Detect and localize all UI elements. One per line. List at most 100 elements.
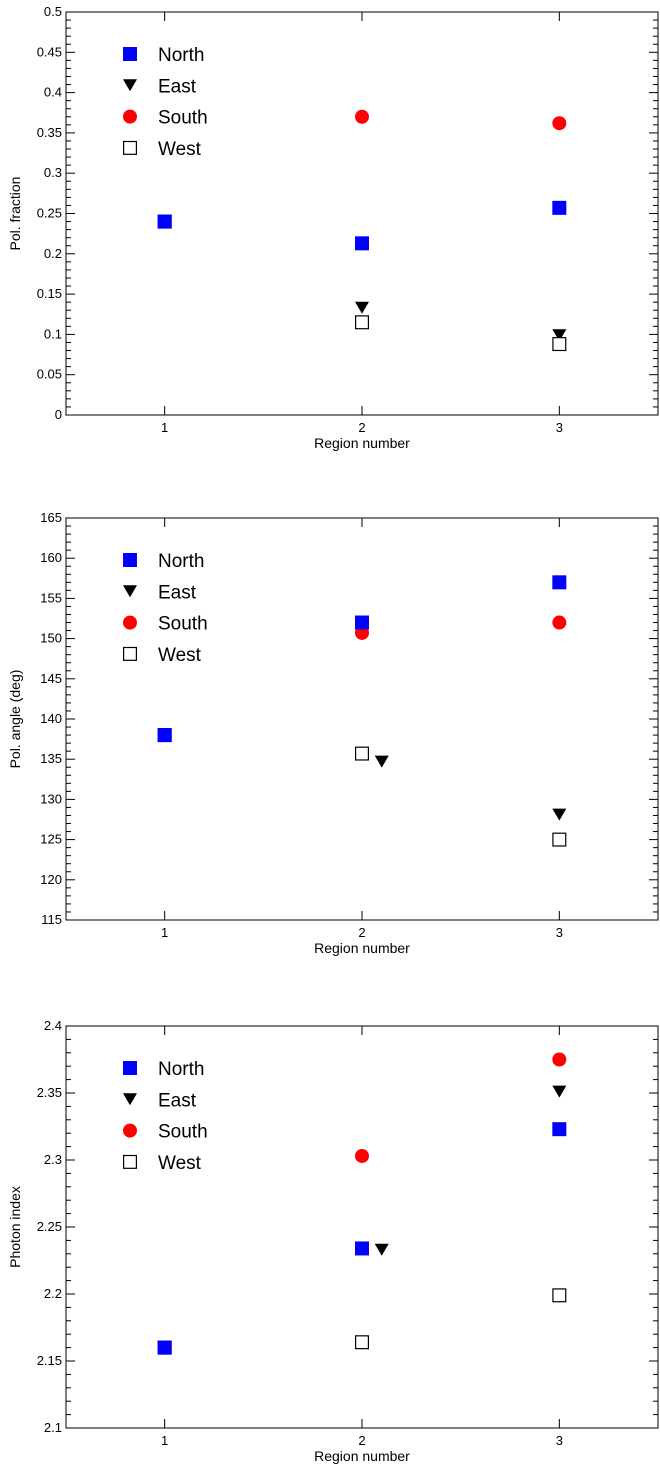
legend-label: West (158, 1153, 202, 1174)
y-tick-label: 0.15 (37, 286, 62, 301)
legend-item-north: North (123, 45, 204, 66)
legend-marker-north (123, 553, 137, 567)
y-tick-label: 155 (40, 590, 62, 605)
data-point-east-2 (355, 301, 369, 314)
y-tick-label: 125 (40, 832, 62, 847)
y-tick-label: 2.2 (44, 1286, 62, 1301)
x-tick-label: 2 (358, 1433, 365, 1448)
data-point-north-2 (355, 615, 369, 630)
y-tick-label: 2.3 (44, 1152, 62, 1167)
y-tick-label: 115 (41, 912, 62, 927)
x-tick-label: 3 (556, 420, 563, 435)
y-tick-label: 130 (40, 791, 62, 806)
legend-item-west: West (122, 645, 202, 666)
legend-item-east: East (123, 582, 197, 603)
data-point-north-1 (157, 214, 172, 229)
data-point-west-3 (552, 832, 567, 847)
y-tick-label: 2.35 (37, 1085, 62, 1100)
x-axis-title: Region number (314, 1448, 410, 1464)
x-tick-label: 2 (358, 925, 365, 940)
data-point-west-2 (355, 315, 370, 330)
data-point-east-2 (374, 755, 389, 768)
y-axis-title: Pol. fraction (7, 177, 23, 251)
x-tick-label: 3 (556, 1433, 563, 1448)
x-tick-label: 1 (161, 925, 168, 940)
data-point-east-3 (552, 808, 567, 821)
x-tick-label: 2 (358, 420, 365, 435)
legend-label: South (158, 1122, 208, 1143)
legend-item-east: East (123, 1090, 197, 1111)
y-tick-label: 0.25 (37, 206, 62, 221)
x-tick-label: 1 (161, 420, 168, 435)
legend-marker-south (123, 109, 137, 124)
data-point-north-3 (552, 200, 567, 215)
x-axis-title: Region number (314, 435, 410, 451)
chart-panel-2: 115 120 125 130 135 140 145 150 155 160 165 1 2 3 Regi… (7, 510, 659, 956)
legend-marker-west (122, 140, 137, 155)
data-point-north-3 (552, 1122, 567, 1137)
legend-marker-south (123, 1123, 137, 1138)
data-points (157, 109, 567, 352)
legend: North East South West (122, 45, 208, 160)
legend-item-north: North (123, 1059, 204, 1080)
legend-label: North (158, 1059, 204, 1080)
legend-item-south: South (123, 1122, 208, 1143)
y-tick-label: 0.45 (37, 44, 62, 59)
y-axis-title: Pol. angle (deg) (7, 670, 23, 769)
legend-label: North (158, 45, 204, 66)
data-point-north-1 (157, 728, 172, 743)
x-tick-label: 1 (161, 1433, 168, 1448)
legend-marker-west (122, 1154, 137, 1169)
y-tick-label: 0.1 (44, 326, 62, 341)
legend-label: West (158, 139, 202, 160)
data-point-east-3 (552, 1085, 567, 1098)
y-tick-label: 2.25 (37, 1219, 62, 1234)
plot-frame (65, 1025, 659, 1429)
y-tick-label: 0.2 (44, 246, 62, 261)
data-point-south-3 (552, 615, 567, 630)
data-points (157, 1052, 567, 1355)
y-tick-label: 2.15 (37, 1353, 62, 1368)
y-tick-label: 0.4 (44, 85, 62, 100)
legend-item-west: West (122, 139, 202, 160)
plot-frame (65, 11, 659, 416)
legend-label: South (158, 108, 208, 129)
y-tick-label: 145 (40, 671, 62, 686)
data-point-north-2 (355, 236, 369, 251)
legend-label: East (158, 1090, 197, 1111)
y-tick-label: 120 (40, 872, 62, 887)
legend-item-south: South (123, 614, 208, 635)
data-point-north-1 (157, 1340, 172, 1355)
legend-label: North (158, 551, 204, 572)
legend-marker-north (123, 1061, 137, 1075)
y-tick-label: 0.05 (37, 367, 62, 382)
y-tick-label: 0.5 (44, 4, 62, 19)
data-point-west-3 (552, 1288, 567, 1303)
y-tick-label: 0 (55, 407, 62, 422)
y-tick-label: 0.35 (37, 125, 62, 140)
data-point-west-3 (552, 337, 567, 352)
legend-marker-north (123, 47, 137, 61)
x-tick-label: 3 (556, 925, 563, 940)
legend: North East South West (122, 551, 208, 666)
y-tick-label: 140 (40, 711, 62, 726)
data-point-west-2 (355, 1335, 370, 1350)
data-point-south-2 (355, 109, 369, 124)
data-points (157, 575, 567, 847)
data-point-north-2 (355, 1241, 369, 1256)
legend-item-north: North (123, 551, 204, 572)
y-tick-label: 2.1 (44, 1420, 62, 1435)
legend-label: East (158, 582, 197, 603)
plot-frame (65, 517, 659, 921)
data-point-west-2 (355, 746, 370, 761)
data-point-east-2 (374, 1243, 389, 1256)
y-tick-label: 165 (40, 510, 62, 525)
legend-label: West (158, 645, 202, 666)
legend-label: East (158, 76, 197, 97)
legend-marker-east (123, 79, 137, 92)
legend-item-east: East (123, 76, 197, 97)
y-tick-label: 2.4 (44, 1018, 62, 1033)
legend-marker-south (123, 615, 137, 630)
y-tick-label: 150 (40, 631, 62, 646)
